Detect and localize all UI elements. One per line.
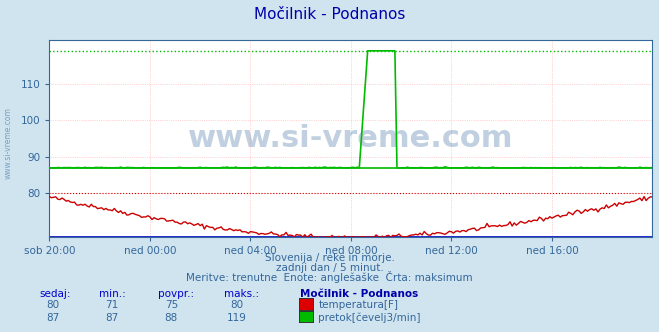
Text: pretok[čevelj3/min]: pretok[čevelj3/min]: [318, 312, 421, 323]
Text: zadnji dan / 5 minut.: zadnji dan / 5 minut.: [275, 263, 384, 273]
Text: sedaj:: sedaj:: [40, 289, 71, 299]
Text: temperatura[F]: temperatura[F]: [318, 300, 398, 310]
Text: maks.:: maks.:: [224, 289, 259, 299]
Text: Slovenija / reke in morje.: Slovenija / reke in morje.: [264, 253, 395, 263]
Text: 87: 87: [105, 313, 119, 323]
Text: 75: 75: [165, 300, 178, 310]
Text: 71: 71: [105, 300, 119, 310]
Text: 119: 119: [227, 313, 247, 323]
Text: Močilnik - Podnanos: Močilnik - Podnanos: [254, 7, 405, 23]
Text: min.:: min.:: [99, 289, 126, 299]
Text: www.si-vreme.com: www.si-vreme.com: [3, 107, 13, 179]
Text: Močilnik - Podnanos: Močilnik - Podnanos: [300, 289, 418, 299]
Text: 87: 87: [46, 313, 59, 323]
Text: www.si-vreme.com: www.si-vreme.com: [188, 124, 513, 153]
Text: 80: 80: [231, 300, 244, 310]
Text: Meritve: trenutne  Enote: anglešaške  Črta: maksimum: Meritve: trenutne Enote: anglešaške Črta…: [186, 271, 473, 283]
Text: povpr.:: povpr.:: [158, 289, 194, 299]
Text: 80: 80: [46, 300, 59, 310]
Text: 88: 88: [165, 313, 178, 323]
